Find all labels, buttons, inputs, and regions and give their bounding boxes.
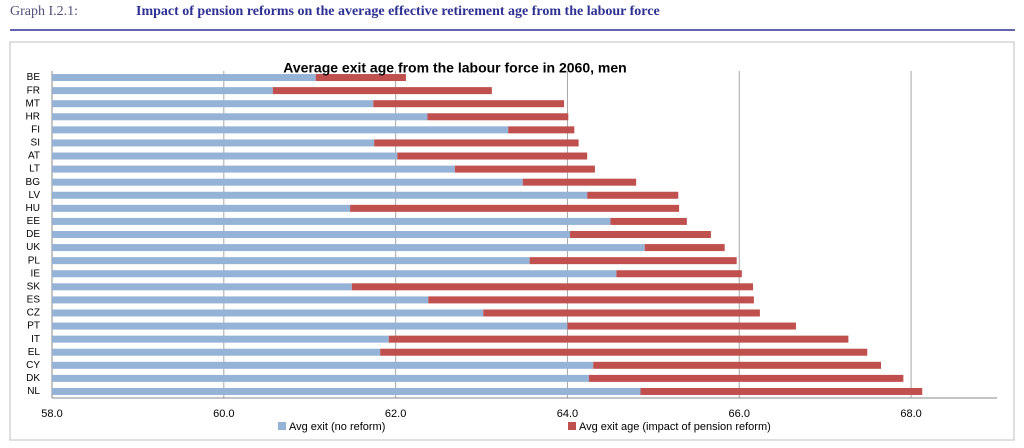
- graph-title: Impact of pension reforms on the average…: [136, 4, 660, 19]
- bar-segment: [52, 178, 523, 186]
- bar-segment: [52, 204, 351, 212]
- y-tick-label: LV: [29, 190, 41, 201]
- y-tick-label: EE: [27, 216, 41, 227]
- bar-segment: [567, 322, 796, 330]
- bar-segment: [428, 296, 754, 304]
- bar-segment: [52, 231, 571, 238]
- y-tick-label: ES: [27, 295, 41, 306]
- legend-swatch: [278, 422, 286, 430]
- y-tick-label: UK: [26, 242, 40, 253]
- bar-segment: [52, 126, 509, 134]
- bar-segment: [52, 257, 530, 265]
- bar-segment: [610, 217, 687, 225]
- bar-segment: [52, 283, 352, 291]
- chart-title: Average exit age from the labour force i…: [283, 60, 626, 76]
- y-tick-label: HR: [26, 111, 40, 122]
- bar-segment: [52, 244, 645, 252]
- x-tick-label: 58.0: [41, 408, 62, 420]
- y-tick-label: PT: [27, 321, 40, 332]
- bar-segment: [272, 87, 492, 95]
- graph-label: Graph I.2.1:: [10, 4, 78, 19]
- bar-segment: [52, 374, 589, 382]
- bar-segment: [52, 322, 568, 330]
- y-tick-label: DE: [26, 229, 40, 240]
- bar-segment: [351, 283, 754, 291]
- legend-label: Avg exit age (impact of pension reform): [579, 421, 771, 433]
- y-tick-label: MT: [26, 98, 40, 109]
- bar-segment: [315, 74, 406, 82]
- bar-segment: [588, 374, 904, 382]
- x-tick-label: 60.0: [213, 408, 234, 420]
- bar-segment: [616, 270, 742, 278]
- bar-segment: [52, 74, 316, 82]
- legend-swatch: [568, 422, 576, 430]
- y-tick-label: HU: [26, 203, 40, 214]
- y-tick-label: LT: [29, 164, 40, 175]
- bar-segment: [522, 178, 637, 186]
- y-tick-label: FR: [27, 85, 40, 96]
- bar-segment: [52, 152, 398, 160]
- bar-segment: [52, 335, 389, 343]
- bar-segment: [529, 257, 737, 265]
- bar-segment: [570, 231, 711, 238]
- bar-segment: [52, 217, 611, 225]
- bar-segment: [593, 361, 882, 369]
- bar-segment: [508, 126, 575, 134]
- bar-segment: [52, 387, 641, 395]
- bar-segment: [52, 100, 374, 108]
- y-tick-label: CZ: [27, 308, 40, 319]
- y-tick-label: PL: [28, 255, 41, 266]
- y-tick-label: EL: [28, 347, 41, 358]
- bar-segment: [52, 87, 273, 95]
- y-tick-label: NL: [27, 386, 40, 397]
- bar-segment: [374, 139, 579, 147]
- y-tick-label: IE: [31, 268, 41, 279]
- bar-segment: [380, 348, 868, 356]
- bar-segment: [350, 204, 680, 212]
- bar-segment: [587, 191, 679, 199]
- x-tick-label: 66.0: [729, 408, 750, 420]
- bar-segment: [483, 309, 760, 317]
- x-tick-label: 68.0: [900, 408, 921, 420]
- chart-frame: [9, 41, 1015, 441]
- x-tick-label: 62.0: [385, 408, 406, 420]
- bar-segment: [52, 361, 594, 369]
- y-tick-label: SK: [27, 281, 41, 292]
- y-tick-label: BG: [26, 177, 41, 188]
- bar-segment: [52, 165, 455, 173]
- y-tick-label: SI: [31, 138, 40, 149]
- bar-segment: [644, 244, 725, 252]
- bar-segment: [454, 165, 595, 173]
- bar-segment: [52, 139, 375, 147]
- bar-segment: [52, 113, 428, 121]
- bar-segment: [52, 309, 484, 317]
- bar-segment: [388, 335, 849, 343]
- bar-segment: [52, 296, 429, 304]
- y-tick-label: IT: [31, 334, 40, 345]
- legend-label: Avg exit (no reform): [289, 421, 385, 433]
- bar-segment: [397, 152, 588, 160]
- bar-segment: [52, 348, 381, 356]
- y-tick-label: CY: [26, 360, 40, 371]
- x-tick-label: 64.0: [557, 408, 578, 420]
- y-tick-label: BE: [27, 72, 41, 83]
- y-tick-label: FI: [31, 125, 40, 136]
- bar-segment: [52, 270, 617, 278]
- bar-segment: [640, 387, 923, 395]
- y-tick-label: DK: [26, 373, 40, 384]
- y-tick-label: AT: [28, 151, 40, 162]
- bar-segment: [427, 113, 569, 121]
- bar-segment: [52, 191, 588, 199]
- chart: 58.0 60.0 62.0 64.0 66.0 68.0 BE FR MT HR FI SI AT LT…: [26, 71, 997, 433]
- bar-segment: [373, 100, 565, 108]
